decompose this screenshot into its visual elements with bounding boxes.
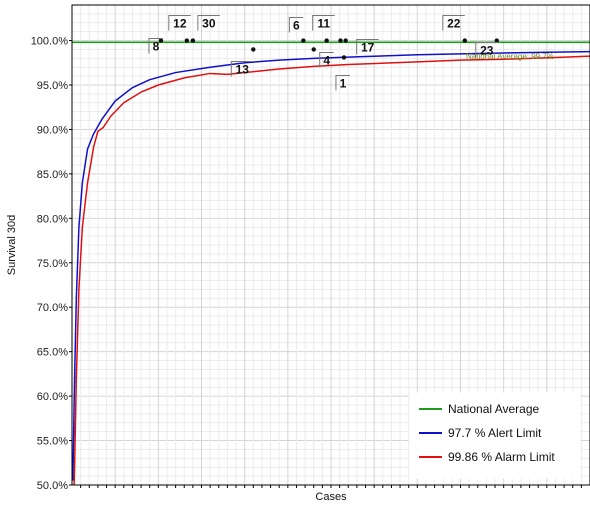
point-label: 4 [323, 53, 330, 67]
legend-box [409, 392, 581, 479]
y-axis-title: Survival 30d [6, 215, 18, 276]
point-label: 8 [153, 40, 160, 54]
series-layer [72, 41, 590, 485]
data-point [251, 47, 256, 52]
y-tick-label: 70.0% [37, 302, 68, 314]
data-point [190, 38, 196, 43]
series-line-1 [72, 50, 590, 481]
series-line-2 [73, 55, 590, 485]
y-tick-label: 95.0% [37, 80, 68, 92]
data-point [338, 38, 343, 43]
y-tick-label: 85.0% [37, 169, 68, 181]
point-label-box [312, 15, 335, 19]
point-label: 22 [447, 17, 461, 31]
point-label: 1 [340, 76, 347, 90]
points-layer: 8 12 30 13 6 4 11 17 1 22 23 [148, 15, 499, 90]
point-label-box [356, 39, 379, 43]
y-tick-label: 90.0% [37, 124, 68, 136]
data-point [311, 47, 316, 52]
point-label-box [335, 74, 350, 79]
point-label-box [288, 17, 304, 21]
y-tick-label: 50.0% [37, 480, 68, 492]
y-tick-label: 75.0% [37, 258, 68, 270]
legend-entry: National Average [448, 402, 540, 416]
data-point [301, 38, 306, 43]
point-label-box [442, 15, 465, 19]
y-tick-label: 100.0% [31, 36, 69, 48]
y-tick-label: 55.0% [37, 436, 68, 448]
data-point [494, 38, 499, 43]
point-label: 17 [361, 41, 375, 55]
point-label-box [475, 42, 498, 46]
y-tick-label: 80.0% [37, 213, 68, 225]
legend-entry: 99.86 % Alarm Limit [448, 450, 555, 464]
point-label-box [230, 60, 254, 65]
y-axis: 50.0% 55.0% 60.0% 65.0% 70.0% 75.0% 80.0% 85.0%… [31, 36, 72, 492]
point-label-box [197, 15, 220, 19]
data-point [158, 38, 164, 43]
data-point [341, 55, 347, 60]
legend: National Average 97.7 % Alert Limit 99.86 … [409, 392, 581, 479]
point-label: 11 [317, 17, 330, 31]
point-label: 30 [202, 17, 216, 31]
national-average-label: National Average: 99.7% [466, 52, 554, 61]
x-axis [80, 485, 582, 488]
data-point [462, 38, 468, 43]
point-label-box [319, 51, 334, 56]
point-label: 6 [293, 19, 300, 33]
legend-entry: 97.7 % Alert Limit [448, 426, 542, 440]
grid [72, 5, 590, 485]
point-label: 23 [480, 44, 494, 58]
point-label-box [148, 38, 163, 42]
y-tick-label: 65.0% [37, 347, 68, 359]
x-axis-title: Cases [315, 491, 347, 503]
y-tick-label: 60.0% [37, 391, 68, 403]
point-label: 13 [236, 62, 250, 76]
data-point [343, 38, 348, 43]
data-point [324, 38, 329, 43]
point-label: 12 [173, 17, 187, 31]
data-point [184, 38, 190, 43]
point-label-box [168, 15, 191, 19]
